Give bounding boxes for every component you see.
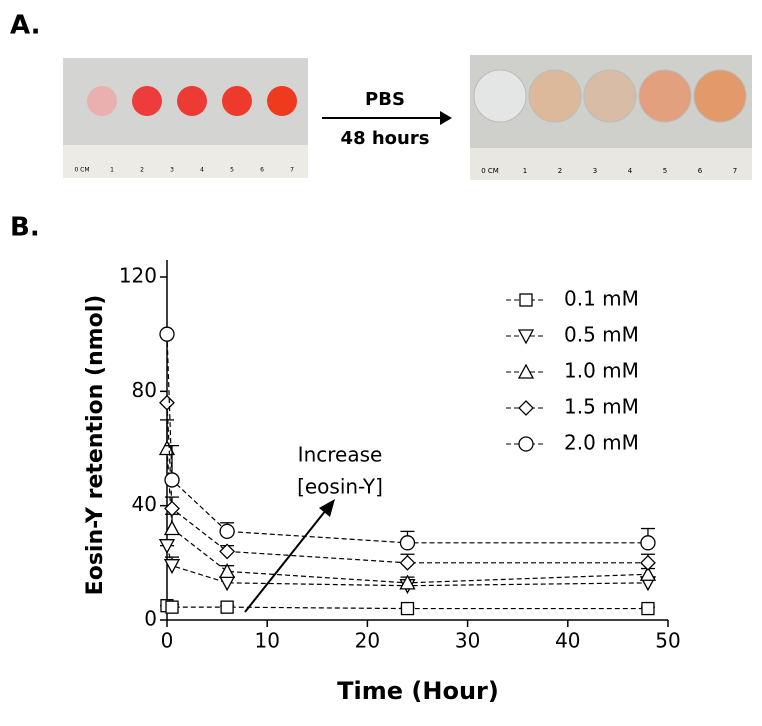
ruler-label: 5: [663, 167, 667, 175]
ruler-label: 3: [170, 167, 174, 174]
ruler: [63, 145, 308, 178]
data-point: [399, 554, 416, 571]
legend-marker: [517, 363, 535, 379]
data-point: [219, 543, 236, 560]
y-tick-label: 40: [132, 492, 157, 516]
sample-disc: [583, 69, 637, 123]
data-point: [640, 535, 656, 551]
data-point: [219, 563, 236, 579]
ruler-label: 6: [698, 167, 703, 175]
sample-disc: [528, 69, 582, 123]
data-point: [164, 500, 180, 517]
y-tick-label: 0: [144, 607, 157, 631]
annotation-arrow-head: [319, 499, 335, 517]
panel-label: A.: [10, 11, 40, 41]
y-tick-label: 80: [132, 378, 157, 402]
sample-disc: [638, 69, 692, 123]
ruler-label: 3: [593, 167, 597, 175]
data-point: [159, 326, 175, 342]
ruler-label: 0 CM: [74, 167, 89, 174]
data-point: [640, 554, 656, 571]
x-tick-label: 10: [254, 629, 279, 653]
y-axis-label: Eosin-Y retention (nmol): [83, 295, 108, 596]
legend-label: 0.1 mM: [564, 287, 639, 311]
sample-disc: [222, 86, 252, 116]
series-line: [166, 334, 648, 544]
data-point: [219, 523, 235, 540]
x-tick-label: 20: [355, 629, 380, 653]
x-tick-label: 40: [555, 629, 580, 653]
legend-marker: [518, 436, 534, 452]
x-tick-label: 30: [455, 629, 480, 653]
ruler-label: 2: [558, 167, 562, 175]
ruler-label: 4: [628, 167, 633, 175]
legend-marker: [517, 329, 535, 345]
ruler-label: 7: [290, 167, 294, 174]
panel-label: B.: [10, 213, 40, 243]
legend-label: 2.0 mM: [564, 431, 639, 455]
data-point: [220, 600, 234, 614]
ruler: [470, 148, 752, 180]
ruler-label: 0 CM: [481, 167, 499, 175]
arrow-head: [440, 111, 452, 125]
series-line: [166, 402, 648, 564]
annotation: Increase: [298, 443, 383, 467]
legend-label: 1.0 mM: [564, 359, 639, 383]
ruler-label: 6: [260, 167, 264, 174]
arrow-label: PBS: [365, 89, 405, 110]
data-point: [400, 601, 415, 616]
sample-disc: [132, 86, 162, 116]
x-tick-label: 0: [161, 629, 174, 653]
data-point: [163, 559, 181, 575]
x-axis-label: Time (Hour): [337, 677, 499, 705]
legend-marker: [519, 293, 533, 307]
y-tick-label: 120: [119, 264, 157, 288]
data-point: [399, 574, 416, 590]
arrow-label: 48 hours: [341, 128, 430, 149]
annotation: [eosin-Y]: [297, 475, 383, 499]
data-point: [164, 472, 180, 488]
sample-disc: [87, 86, 117, 116]
series-line: [166, 448, 648, 584]
sample-disc: [473, 69, 527, 123]
sample-disc: [693, 69, 747, 123]
legend-label: 1.5 mM: [564, 395, 639, 419]
ruler-label: 7: [733, 167, 737, 175]
data-point: [158, 539, 176, 555]
data-point: [639, 565, 657, 581]
x-tick-label: 50: [655, 629, 680, 653]
ruler-label: 2: [140, 167, 144, 174]
ruler-label: 5: [230, 167, 234, 174]
annotation-arrow: [244, 509, 327, 613]
ruler-label: 4: [200, 167, 204, 174]
data-point: [641, 601, 655, 616]
data-point: [399, 535, 416, 551]
sample-disc: [177, 86, 207, 116]
legend-marker: [518, 400, 534, 416]
data-point: [163, 520, 181, 536]
legend-label: 0.5 mM: [564, 323, 639, 347]
series-line: [166, 545, 648, 587]
ruler-label: 1: [110, 167, 114, 174]
ruler-label: 1: [523, 167, 527, 175]
data-point: [159, 394, 175, 411]
sample-disc: [267, 86, 297, 116]
data-point: [165, 600, 179, 614]
